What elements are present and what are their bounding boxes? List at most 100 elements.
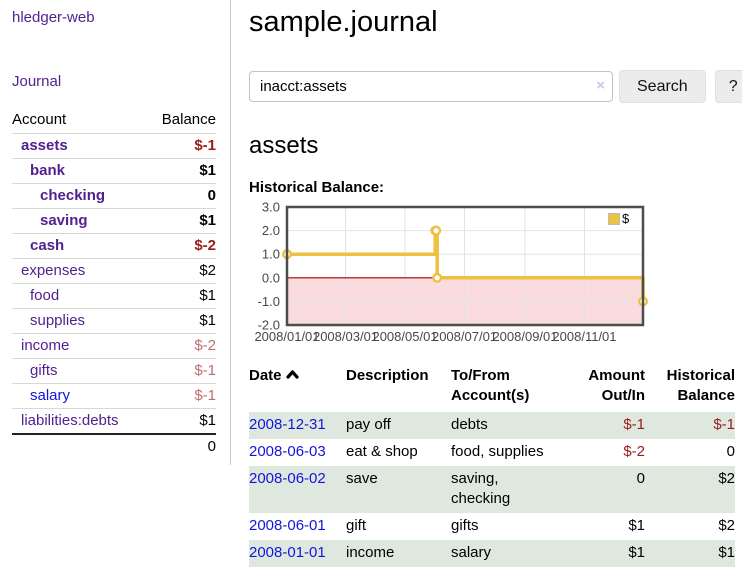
account-link[interactable]: supplies [30, 312, 86, 329]
nav-journal-link[interactable]: Journal [12, 73, 62, 90]
account-balance: $1 [147, 283, 216, 309]
account-row-saving[interactable]: saving $1 [12, 208, 216, 234]
svg-text:1.0: 1.0 [262, 247, 280, 262]
main-content: sample.journal × Search ? assets Histori… [231, 0, 742, 567]
account-balance: $2 [147, 258, 216, 284]
clear-search-icon[interactable]: × [596, 77, 605, 94]
transaction-accounts: saving, checking [451, 470, 511, 507]
account-balance: $-1 [147, 133, 216, 159]
svg-text:2008/05/01: 2008/05/01 [372, 329, 437, 344]
account-link[interactable]: salary [30, 387, 71, 404]
account-link[interactable]: cash [30, 237, 65, 254]
account-balance: $-2 [147, 333, 216, 359]
register-col-description: Description [346, 367, 429, 384]
account-heading: assets [249, 132, 319, 159]
account-balance: $1 [147, 208, 216, 234]
register-col-amount: Amount Out/In [588, 367, 645, 404]
account-link[interactable]: bank [30, 162, 66, 179]
transaction-description: pay off [346, 416, 391, 433]
register-col-date[interactable]: Date [249, 366, 346, 412]
account-balance: $1 [147, 408, 216, 434]
help-button[interactable]: ? [714, 70, 742, 103]
account-row-gifts[interactable]: gifts $-1 [12, 358, 216, 384]
account-balance: $-1 [147, 358, 216, 384]
register-table: Date Description To/From Account(s) Amou… [249, 366, 735, 567]
account-link[interactable]: liabilities:debts [21, 412, 119, 429]
register-row[interactable]: 2008-01-01 income salary $1 $1 [249, 540, 735, 567]
transaction-amount: $1 [628, 544, 645, 561]
transaction-amount: $-1 [623, 416, 645, 433]
svg-text:0.0: 0.0 [262, 270, 280, 285]
app-root: hledger-web Journal Account Balance asse… [0, 0, 742, 567]
account-link[interactable]: income [21, 337, 70, 354]
transaction-balance: $1 [718, 544, 735, 561]
accounts-total-value: 0 [147, 433, 216, 459]
register-col-accounts: To/From Account(s) [451, 367, 530, 404]
register-col-balance: Historical Balance [666, 367, 735, 404]
account-link[interactable]: expenses [21, 262, 86, 279]
account-row-salary[interactable]: salary $-1 [12, 383, 216, 409]
journal-nav: Journal [12, 73, 216, 91]
search-button[interactable]: Search [619, 70, 706, 103]
account-row-supplies[interactable]: supplies $1 [12, 308, 216, 334]
transaction-date-link[interactable]: 2008-06-02 [249, 470, 326, 487]
brand: hledger-web [12, 9, 216, 27]
account-row-bank[interactable]: bank $1 [12, 158, 216, 184]
legend-swatch [608, 212, 620, 225]
accounts-table: Account Balance assets $-1 bank $1 check… [12, 107, 216, 459]
account-link[interactable]: assets [21, 137, 68, 154]
transaction-date-link[interactable]: 2008-01-01 [249, 544, 326, 561]
chart-canvas: 3.0 2.0 1.0 0.0 -1.0 -2.02008/01/012008/03/01… [254, 200, 649, 344]
transaction-accounts: salary [451, 544, 492, 561]
svg-text:2008/11/01: 2008/11/01 [552, 329, 616, 344]
register-row[interactable]: 2008-12-31 pay off debts $-1 $-1 [249, 412, 735, 439]
register-row[interactable]: 2008-06-02 save saving, checking 0 $2 [249, 466, 735, 513]
transaction-amount: $1 [628, 517, 645, 534]
account-link[interactable]: checking [40, 187, 106, 204]
transaction-description: gift [346, 517, 367, 534]
svg-text:2.0: 2.0 [262, 223, 280, 238]
svg-text:-1.0: -1.0 [258, 294, 280, 309]
account-link[interactable]: food [30, 287, 60, 304]
accounts-col-balance: Balance [161, 111, 216, 128]
account-row-liabilities-debts[interactable]: liabilities:debts $1 [12, 408, 216, 434]
account-row-income[interactable]: income $-2 [12, 333, 216, 359]
transaction-balance: 0 [726, 443, 735, 460]
transaction-description: income [346, 544, 395, 561]
chart-label: Historical Balance: [249, 179, 385, 196]
chart-legend: $ [606, 210, 632, 227]
transaction-amount: $-2 [623, 443, 645, 460]
transaction-accounts: food, supplies [451, 443, 544, 460]
account-balance: $1 [147, 308, 216, 334]
account-balance: 0 [147, 183, 216, 209]
transaction-date-link[interactable]: 2008-06-01 [249, 517, 326, 534]
search-input-wrap: × [249, 71, 613, 102]
transaction-date-link[interactable]: 2008-12-31 [249, 416, 326, 433]
register-row[interactable]: 2008-06-01 gift gifts $1 $2 [249, 513, 735, 540]
account-row-cash[interactable]: cash $-2 [12, 233, 216, 259]
svg-text:3.0: 3.0 [262, 200, 280, 215]
account-row-food[interactable]: food $1 [12, 283, 216, 309]
account-link[interactable]: gifts [30, 362, 58, 379]
register-row[interactable]: 2008-06-03 eat & shop food, supplies $-2… [249, 439, 735, 466]
account-row-assets[interactable]: assets $-1 [12, 133, 216, 159]
account-row-expenses[interactable]: expenses $2 [12, 258, 216, 284]
transaction-date-link[interactable]: 2008-06-03 [249, 443, 326, 460]
account-balance: $1 [147, 158, 216, 184]
search-input[interactable] [249, 71, 613, 102]
brand-link[interactable]: hledger-web [12, 9, 95, 26]
svg-text:2008/07/01: 2008/07/01 [432, 329, 497, 344]
sidebar: hledger-web Journal Account Balance asse… [0, 0, 231, 465]
svg-text:2008/09/01: 2008/09/01 [492, 329, 557, 344]
legend-label: $ [622, 211, 630, 226]
account-row-checking[interactable]: checking 0 [12, 183, 216, 209]
svg-text:-2.0: -2.0 [258, 318, 280, 333]
transaction-description: save [346, 470, 378, 487]
transaction-amount: 0 [636, 470, 645, 487]
transaction-description: eat & shop [346, 443, 418, 460]
historical-balance-chart: 3.0 2.0 1.0 0.0 -1.0 -2.0 2008/01/01 2008/03/01… [249, 200, 669, 345]
account-link[interactable]: saving [40, 212, 88, 229]
svg-text:2008/03/01: 2008/03/01 [313, 329, 378, 344]
transaction-accounts: gifts [451, 517, 479, 534]
sort-ascending-icon [285, 366, 299, 386]
